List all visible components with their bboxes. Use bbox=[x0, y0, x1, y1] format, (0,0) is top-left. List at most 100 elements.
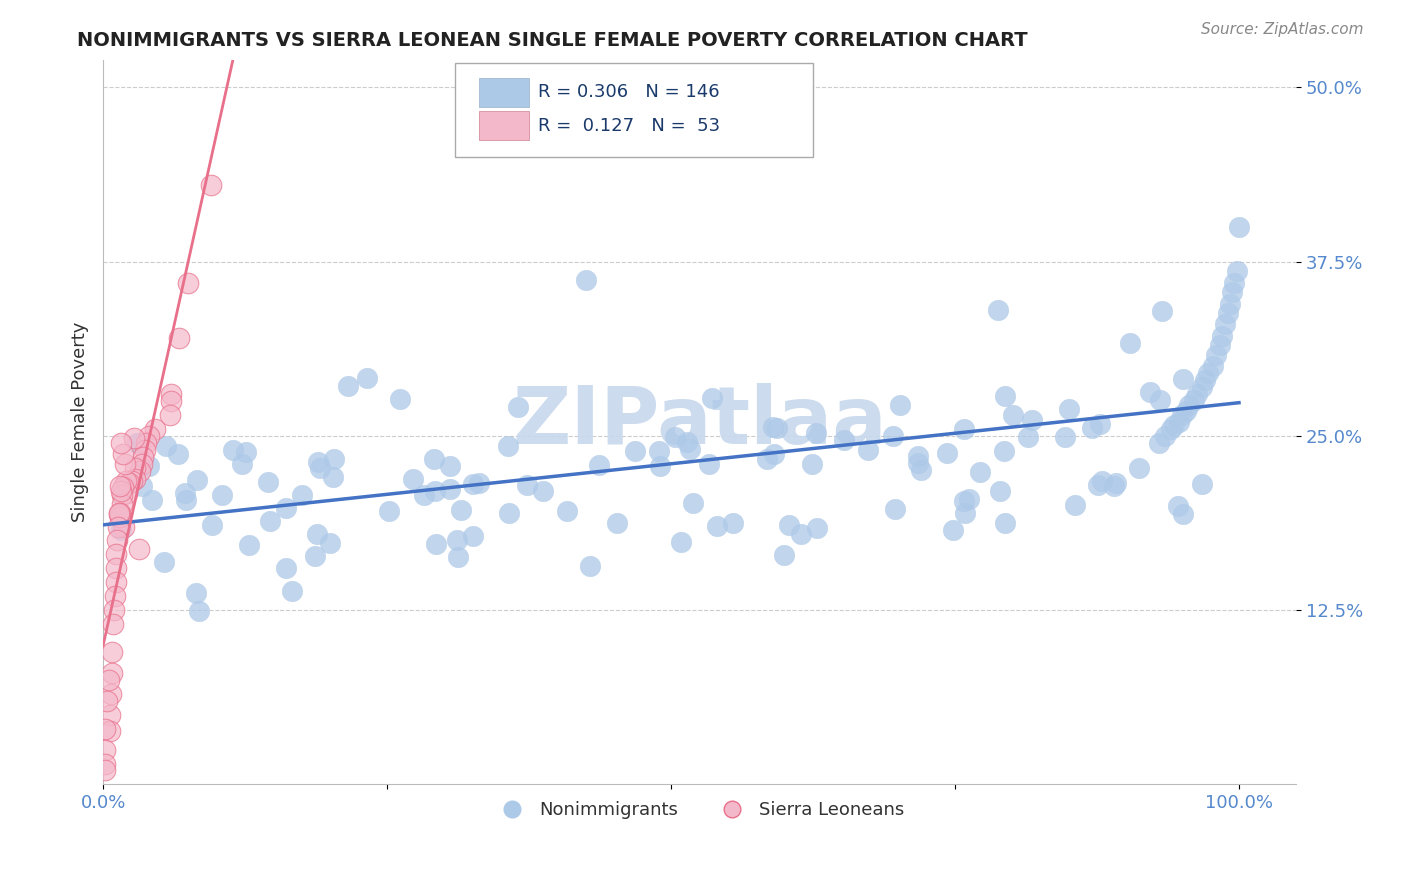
Point bbox=[955, 506, 977, 520]
Point bbox=[806, 520, 828, 534]
Point bbox=[114, 474, 136, 488]
Point bbox=[131, 450, 153, 464]
Point bbox=[1194, 373, 1216, 387]
Point bbox=[110, 435, 132, 450]
Point bbox=[1182, 392, 1205, 407]
Point bbox=[1163, 417, 1185, 432]
Point bbox=[98, 724, 121, 739]
Text: ZIPatlaa: ZIPatlaa bbox=[512, 383, 887, 461]
Point bbox=[669, 535, 692, 549]
Point bbox=[94, 722, 117, 736]
Point bbox=[883, 502, 905, 516]
Point bbox=[322, 470, 344, 484]
Point bbox=[131, 457, 153, 471]
Point bbox=[1171, 372, 1194, 386]
Point bbox=[1178, 398, 1201, 412]
Point bbox=[647, 444, 669, 458]
Point bbox=[323, 452, 346, 467]
Point bbox=[461, 528, 484, 542]
Point bbox=[762, 419, 785, 434]
Point bbox=[107, 506, 129, 520]
Point bbox=[159, 408, 181, 422]
Point bbox=[957, 492, 980, 507]
Point bbox=[138, 458, 160, 473]
Point bbox=[305, 527, 328, 541]
Point bbox=[1081, 421, 1104, 435]
Point bbox=[1150, 304, 1173, 318]
Point bbox=[281, 584, 304, 599]
Point bbox=[461, 477, 484, 491]
Point bbox=[160, 387, 183, 401]
Point bbox=[108, 510, 131, 524]
Point bbox=[111, 447, 134, 461]
Point bbox=[697, 457, 720, 471]
Point bbox=[117, 486, 139, 500]
Point bbox=[134, 442, 156, 457]
Point bbox=[103, 603, 125, 617]
Point bbox=[623, 443, 645, 458]
Point bbox=[388, 392, 411, 406]
Point bbox=[498, 506, 520, 520]
Point bbox=[606, 516, 628, 531]
Point bbox=[121, 474, 143, 488]
Point bbox=[664, 430, 686, 444]
Point bbox=[1197, 366, 1219, 380]
Point bbox=[1091, 474, 1114, 488]
Point bbox=[756, 451, 779, 466]
Point bbox=[108, 507, 131, 521]
Point bbox=[579, 558, 602, 573]
Point bbox=[425, 537, 447, 551]
Point bbox=[936, 446, 959, 460]
Point bbox=[211, 488, 233, 502]
Point bbox=[413, 488, 436, 502]
Point bbox=[1219, 296, 1241, 310]
Text: NONIMMIGRANTS VS SIERRA LEONEAN SINGLE FEMALE POVERTY CORRELATION CHART: NONIMMIGRANTS VS SIERRA LEONEAN SINGLE F… bbox=[77, 31, 1028, 50]
Point bbox=[1139, 384, 1161, 399]
Point bbox=[773, 548, 796, 562]
Point bbox=[679, 442, 702, 456]
FancyBboxPatch shape bbox=[456, 63, 813, 158]
Point bbox=[104, 589, 127, 603]
Point bbox=[1054, 430, 1077, 444]
Point bbox=[1202, 359, 1225, 374]
Point bbox=[105, 561, 128, 575]
Point bbox=[101, 665, 124, 680]
Point bbox=[988, 484, 1011, 499]
Point bbox=[994, 388, 1017, 402]
Point bbox=[291, 488, 314, 502]
Point bbox=[994, 516, 1017, 530]
Point bbox=[124, 460, 146, 475]
Point bbox=[1017, 430, 1039, 444]
Point bbox=[676, 434, 699, 449]
Legend: Nonimmigrants, Sierra Leoneans: Nonimmigrants, Sierra Leoneans bbox=[486, 794, 912, 826]
Point bbox=[1227, 219, 1250, 234]
Point bbox=[309, 460, 332, 475]
Point bbox=[94, 756, 117, 771]
Point bbox=[907, 457, 929, 471]
Point bbox=[910, 462, 932, 476]
Point bbox=[450, 503, 472, 517]
Point bbox=[101, 617, 124, 632]
Point bbox=[402, 472, 425, 486]
Point bbox=[107, 519, 129, 533]
Point bbox=[447, 549, 470, 564]
Point bbox=[682, 496, 704, 510]
Point bbox=[201, 517, 224, 532]
Point bbox=[173, 486, 195, 500]
Point bbox=[110, 479, 132, 493]
Point bbox=[160, 394, 183, 409]
Point bbox=[1154, 429, 1177, 443]
Point bbox=[122, 431, 145, 445]
Point bbox=[889, 398, 911, 412]
Point bbox=[422, 451, 444, 466]
Point bbox=[882, 429, 904, 443]
Text: R = 0.306   N = 146: R = 0.306 N = 146 bbox=[538, 83, 720, 101]
Point bbox=[531, 484, 554, 499]
Point bbox=[110, 484, 132, 499]
Point bbox=[114, 458, 136, 472]
Point bbox=[516, 478, 538, 492]
Point bbox=[1215, 318, 1237, 332]
Point bbox=[112, 519, 135, 533]
Point bbox=[778, 518, 800, 533]
Point bbox=[238, 538, 260, 552]
